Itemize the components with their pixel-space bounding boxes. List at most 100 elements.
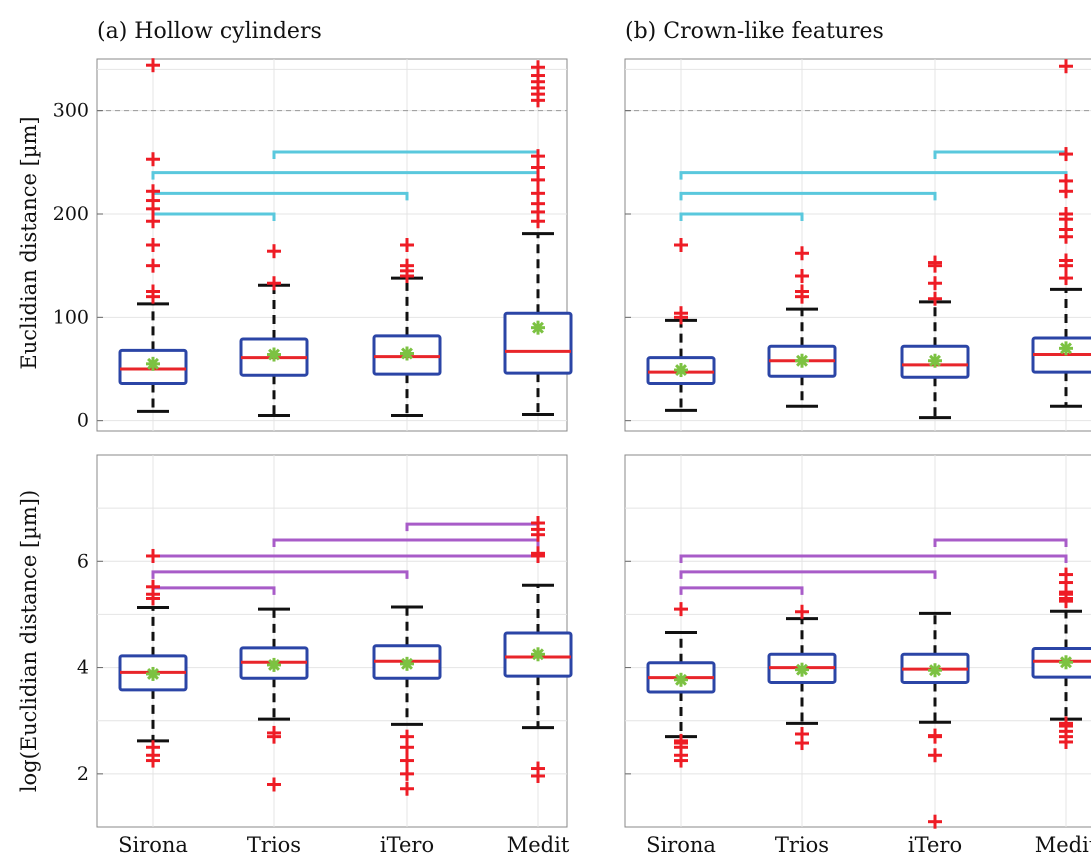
box-sirona (118, 58, 188, 413)
box-trios (239, 244, 309, 417)
outlier-marker (1059, 207, 1073, 221)
iqr-box (503, 311, 573, 375)
outlier-marker (267, 777, 281, 792)
y-tick-label: 0 (77, 410, 89, 432)
mean-marker (400, 346, 414, 361)
outlier-marker (795, 604, 809, 619)
mean-stroke (1060, 656, 1072, 669)
mean-stroke (147, 667, 159, 680)
outlier-marker (146, 58, 160, 73)
box-trios (767, 246, 837, 408)
mean-marker (674, 672, 688, 687)
outlier-marker (531, 546, 545, 561)
box-trios (239, 607, 309, 792)
mean-stroke (1060, 342, 1072, 355)
outlier-marker (795, 284, 809, 299)
panel-a-title: (a) Hollow cylinders (97, 19, 322, 44)
mean-marker (267, 347, 281, 362)
plot-frame (624, 454, 1091, 828)
bottom-y-axis-label: log(Euclidian distance [µm]) (17, 490, 41, 792)
box-trios (767, 604, 837, 751)
significance-bracket (272, 538, 540, 548)
panel-top-left: 0 100 200 300 (53, 58, 573, 432)
y-tick-label: 300 (53, 100, 89, 122)
significance-bracket (679, 212, 804, 221)
box-medit (503, 60, 573, 416)
outlier-marker (146, 184, 160, 199)
mean-stroke (796, 354, 808, 367)
outlier-marker (928, 291, 942, 306)
outlier-marker (531, 761, 545, 776)
outlier-marker (674, 602, 688, 617)
mean-stroke (532, 321, 544, 334)
outlier-marker (400, 781, 414, 796)
outlier-marker (1059, 271, 1073, 286)
mean-marker (674, 363, 688, 378)
box-itero (372, 238, 442, 417)
outlier-marker (795, 269, 809, 283)
outlier-marker (674, 733, 688, 748)
box-medit (1031, 59, 1091, 408)
mean-stroke (401, 347, 413, 360)
panel-bottom-left: 2 4 6 Sirona Trios iTero Medit (77, 454, 573, 857)
outlier-marker (400, 238, 414, 252)
outlier-marker (795, 727, 809, 741)
box-sirona (646, 238, 716, 412)
box-itero (900, 255, 970, 420)
mean-stroke (532, 648, 544, 661)
y-tick-label: 2 (77, 763, 89, 785)
mean-marker (267, 657, 281, 672)
x-category-label: Medit (1035, 833, 1091, 857)
outlier-marker (267, 276, 281, 291)
significance-bracket (151, 570, 409, 579)
mean-stroke (401, 657, 413, 670)
outlier-marker (1059, 716, 1073, 731)
top-y-axis-label: Euclidian distance [µm] (17, 116, 41, 369)
x-category-label: Sirona (118, 833, 188, 857)
outlier-marker (531, 516, 545, 531)
mean-marker (146, 356, 160, 371)
mean-stroke (147, 357, 159, 370)
outlier-marker (928, 748, 942, 763)
outlier-marker (531, 149, 545, 164)
mean-stroke (929, 664, 941, 677)
panel-bottom-right: Sirona Trios iTero Medit (624, 454, 1091, 857)
outlier-marker (146, 152, 160, 167)
box-sirona (646, 602, 716, 768)
mean-marker (400, 656, 414, 671)
outlier-marker (674, 306, 688, 321)
plot-frame (96, 454, 568, 828)
mean-marker (1059, 341, 1073, 356)
mean-marker (146, 666, 160, 681)
mean-marker (531, 647, 545, 662)
outlier-marker (146, 258, 160, 273)
mean-stroke (796, 663, 808, 676)
mean-stroke (675, 364, 687, 376)
outlier-marker (1059, 147, 1073, 162)
outlier-marker (146, 238, 160, 252)
x-category-label: iTero (908, 833, 962, 857)
mean-stroke (675, 673, 687, 686)
mean-marker (928, 353, 942, 368)
y-tick-label: 200 (53, 203, 89, 225)
outlier-marker (531, 186, 545, 201)
significance-bracket (679, 586, 804, 595)
outlier-marker (267, 244, 281, 259)
x-category-label: Sirona (646, 833, 716, 857)
significance-bracket (679, 191, 937, 201)
significance-bracket (679, 570, 937, 579)
outlier-marker (400, 258, 414, 273)
box-medit (1031, 567, 1091, 749)
mean-marker (795, 353, 809, 368)
outlier-marker (928, 255, 942, 270)
outlier-marker (928, 728, 942, 743)
y-tick-label: 4 (77, 657, 89, 679)
box-medit (503, 516, 573, 783)
box-itero (372, 605, 442, 796)
box-itero (900, 611, 970, 829)
outlier-marker (400, 753, 414, 768)
outlier-marker (1059, 567, 1073, 582)
x-category-label: Medit (507, 833, 570, 857)
